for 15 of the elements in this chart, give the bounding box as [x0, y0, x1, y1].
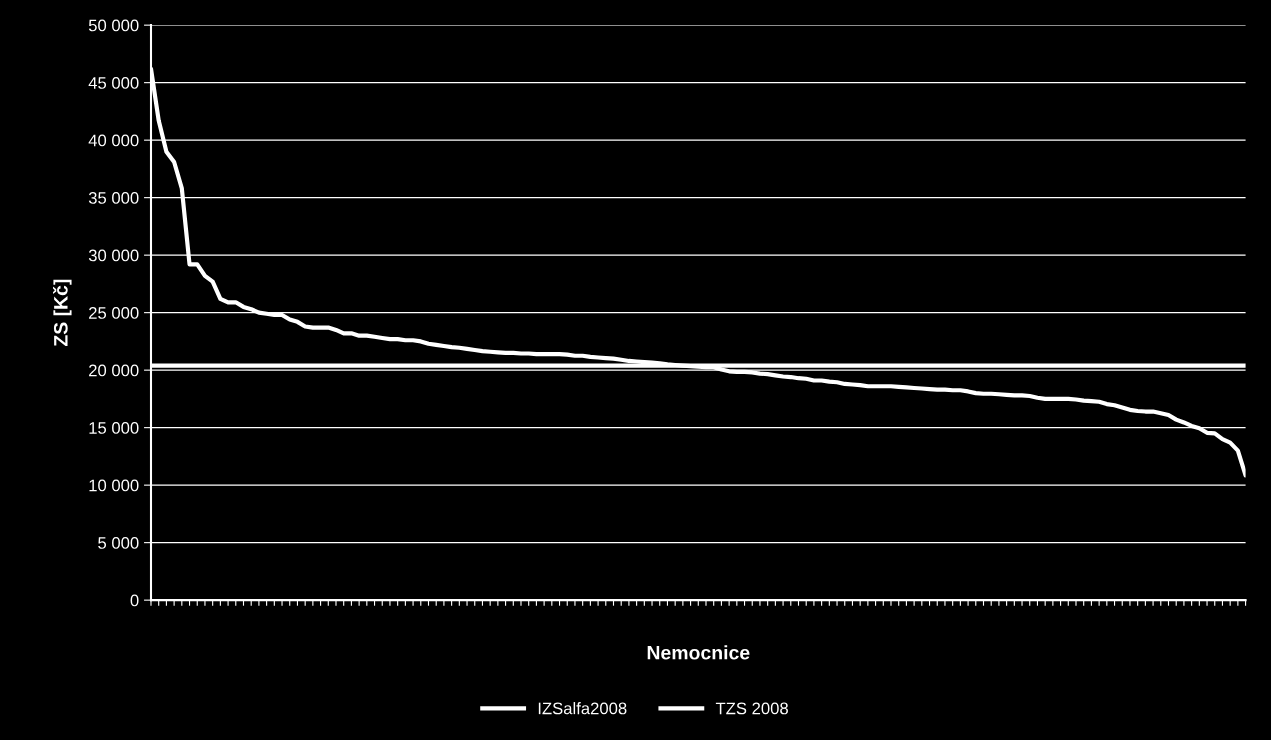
y-tick-label: 0: [130, 594, 139, 607]
y-tick-label: 50 000: [88, 19, 139, 32]
y-tick-label: 35 000: [88, 192, 139, 204]
y-tick-label: 5 000: [98, 537, 139, 549]
y-axis-title: ZS [Kč]: [53, 279, 72, 347]
x-axis-title: Nemocnice: [647, 645, 750, 660]
y-tick-label: 15 000: [89, 422, 139, 434]
legend-label: IZSalfa2008: [538, 702, 627, 715]
y-tick-label: 45 000: [88, 77, 139, 89]
y-tick-label: 30 000: [88, 249, 139, 262]
legend-label: TZS 2008: [715, 702, 788, 715]
y-tick-label: 25 000: [89, 307, 139, 319]
y-tick-label: 40 000: [88, 134, 139, 147]
y-tick-label: 10 000: [89, 479, 139, 492]
y-tick-label: 20 000: [89, 364, 139, 377]
